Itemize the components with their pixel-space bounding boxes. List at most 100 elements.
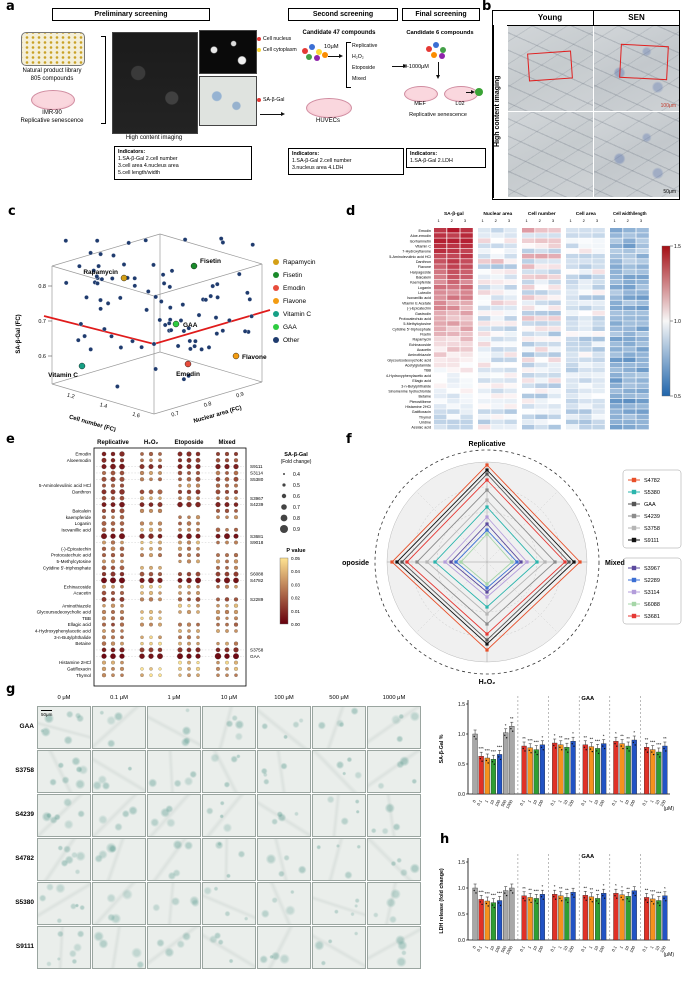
dot — [139, 489, 145, 495]
label: Kaempferide — [410, 281, 431, 285]
heatmap-cell — [623, 274, 636, 280]
bar — [503, 890, 509, 941]
heatmap-cell — [478, 285, 491, 290]
heatmap-cell — [579, 347, 592, 352]
scatter-point — [247, 297, 253, 302]
heatmap-cell — [447, 383, 460, 388]
label: S2289 — [250, 597, 264, 602]
label: LDH release (fold change) — [439, 868, 445, 934]
dot — [178, 584, 182, 589]
dot — [120, 660, 124, 665]
label: 5-Aminolevulinic acid HCl — [389, 255, 431, 259]
heatmap-cell — [623, 295, 636, 300]
data-point — [634, 894, 636, 897]
data-point — [473, 735, 475, 738]
heatmap-cell — [504, 414, 517, 420]
data-point — [645, 899, 647, 901]
radar-marker — [485, 522, 489, 526]
heatmap-cell — [592, 259, 605, 264]
heatmap-cell — [579, 362, 592, 368]
dot — [225, 515, 229, 519]
dot — [186, 521, 192, 526]
label: Danthron — [72, 490, 91, 495]
scatter-point — [218, 236, 224, 241]
data-point — [565, 899, 567, 901]
label: 3 — [552, 218, 555, 223]
dot — [111, 622, 115, 627]
bar — [533, 898, 539, 941]
heatmap-cell — [610, 373, 623, 378]
label: Flavone — [242, 354, 267, 361]
heatmap-cell — [623, 316, 636, 321]
data-point — [585, 899, 587, 901]
dot — [110, 565, 116, 570]
heatmap-cell — [535, 233, 548, 238]
flow-arrow-3 — [466, 89, 475, 94]
label: 1 — [484, 798, 490, 803]
label: Emodin — [176, 371, 200, 378]
label: 0.4 — [293, 472, 300, 478]
final-compound-ball — [475, 88, 483, 96]
dot — [196, 470, 201, 475]
dot — [178, 477, 182, 482]
scatter-point — [180, 302, 186, 307]
label: 100 — [628, 798, 636, 807]
micrograph-cell — [37, 794, 91, 837]
heatmap-cell — [478, 352, 491, 357]
heatmap-cell — [636, 295, 649, 300]
dot — [234, 584, 238, 589]
dot — [196, 610, 200, 614]
heatmap-cell — [434, 352, 447, 357]
heatmap-cell — [478, 336, 491, 342]
heatmap-cell — [623, 388, 636, 394]
label: 1.4 — [99, 402, 108, 410]
heatmap-cell — [548, 373, 561, 378]
heatmap-cell — [504, 248, 517, 254]
dot — [216, 565, 220, 570]
heatmap-cell — [610, 409, 623, 414]
dot — [149, 667, 153, 671]
heatmap-cell — [447, 243, 460, 249]
heatmap-cell — [522, 362, 535, 368]
heatmap-cell — [535, 228, 548, 233]
label: ** — [645, 887, 649, 892]
heatmap-cell — [623, 341, 636, 347]
dot — [110, 521, 116, 526]
dot — [139, 502, 145, 507]
dot — [195, 515, 201, 520]
radar-marker — [485, 505, 489, 509]
heatmap-cell — [623, 398, 636, 404]
compound-row-label: S5380 — [15, 899, 34, 906]
heatmap-cell — [566, 404, 579, 409]
heatmap-cell — [535, 357, 548, 363]
scatter-point — [159, 299, 164, 304]
data-point — [512, 730, 514, 732]
dot — [233, 458, 239, 463]
bar — [631, 890, 637, 941]
heatmap-cell — [610, 414, 623, 420]
bar — [484, 757, 490, 795]
label: 1.5 — [458, 860, 465, 866]
data-point — [597, 902, 600, 905]
micrograph-cell — [367, 706, 421, 749]
heatmap-cell — [504, 424, 517, 430]
heatmap-cell — [548, 347, 561, 352]
dot — [216, 496, 220, 500]
bar — [595, 748, 601, 795]
dot — [178, 635, 182, 640]
scatter-point — [181, 328, 187, 334]
heatmap-cell — [579, 274, 592, 280]
dot — [177, 464, 183, 470]
data-point — [561, 900, 563, 902]
label: 1 — [557, 798, 563, 803]
label: 100 — [567, 944, 575, 953]
heatmap-cell — [548, 362, 561, 368]
heatmap-cell — [548, 404, 561, 409]
heatmap-cell — [610, 352, 623, 357]
dot — [140, 528, 144, 532]
heatmap-cell — [566, 414, 579, 420]
heatmap-cell — [548, 331, 561, 337]
heatmap-cell — [636, 321, 649, 326]
heatmap-cell — [491, 424, 504, 430]
scatter-point — [181, 376, 187, 382]
